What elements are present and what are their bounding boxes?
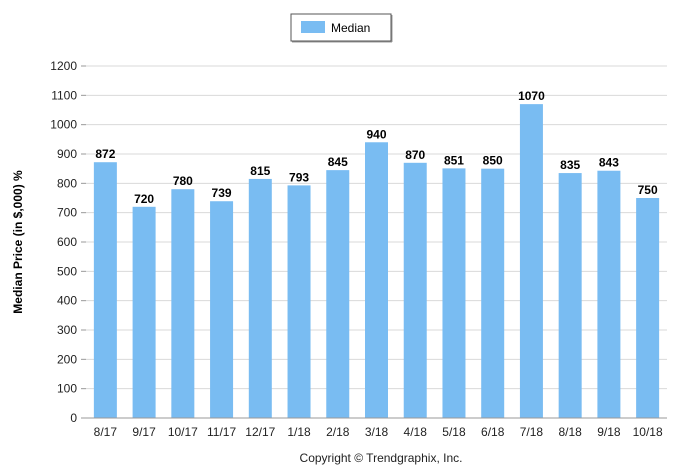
legend-label-median: Median: [331, 21, 370, 35]
y-axis-ticks: 0 100 200 300 400 500 600 700 800 900 1000 1100 1200: [50, 59, 86, 425]
y-tick-label: 300: [57, 323, 77, 337]
data-label-8/18: 835: [560, 158, 580, 172]
x-tick-label: 10/18: [633, 425, 663, 439]
bar-1/18: [287, 185, 311, 418]
data-label-1/18: 793: [289, 170, 309, 184]
y-tick-label: 100: [57, 382, 77, 396]
x-tick-label: 9/18: [597, 425, 621, 439]
data-label-4/18: 870: [405, 148, 425, 162]
y-tick-label: 600: [57, 235, 77, 249]
x-tick-label: 8/17: [94, 425, 118, 439]
data-label-7/18: 1070: [518, 89, 545, 103]
data-labels: 872 720 780 739 815 793 845 940 870 851 850 1070 835…: [95, 89, 658, 206]
x-tick-label: 3/18: [365, 425, 389, 439]
x-tick-label: 4/18: [404, 425, 428, 439]
x-tick-label: 11/17: [207, 425, 236, 439]
data-label-2/18: 845: [328, 155, 348, 169]
x-tick-label: 2/18: [326, 425, 350, 439]
y-tick-label: 900: [57, 147, 77, 161]
bar-2/18: [326, 170, 350, 418]
x-tick-label: 8/18: [558, 425, 582, 439]
x-axis-ticks: 8/17 9/17 10/17 11/17 12/17 1/18 2/18 3/18 4/18 5…: [94, 425, 663, 439]
x-tick-label: 12/17: [245, 425, 275, 439]
y-axis-title: Median Price (in $,000) %: [11, 170, 25, 314]
y-tick-label: 1200: [50, 59, 77, 73]
bar-8/17: [93, 162, 117, 418]
legend: Median: [290, 13, 393, 43]
y-tick-label: 0: [70, 411, 77, 425]
bar-9/18: [597, 170, 621, 418]
bar-11/17: [210, 201, 234, 418]
bar-10/17: [171, 189, 195, 418]
bars: [93, 104, 660, 418]
copyright-text: Copyright © Trendgraphix, Inc.: [300, 451, 463, 465]
bar-9/17: [132, 206, 156, 418]
bar-3/18: [365, 142, 388, 418]
bar-7/18: [519, 104, 543, 418]
y-tick-label: 500: [57, 264, 77, 278]
y-tick-label: 1000: [50, 118, 77, 132]
x-tick-label: 9/17: [132, 425, 156, 439]
data-label-9/17: 720: [134, 192, 154, 206]
data-label-6/18: 850: [483, 154, 503, 168]
data-label-12/17: 815: [250, 164, 270, 178]
y-tick-label: 200: [57, 352, 77, 366]
y-tick-label: 800: [57, 176, 77, 190]
data-label-11/17: 739: [212, 186, 232, 200]
bar-4/18: [403, 162, 427, 418]
x-tick-label: 1/18: [287, 425, 311, 439]
x-tick-label: 10/17: [168, 425, 198, 439]
bar-8/18: [558, 173, 582, 418]
data-label-3/18: 940: [366, 127, 386, 141]
data-label-9/18: 843: [599, 156, 619, 170]
x-tick-label: 6/18: [481, 425, 505, 439]
y-tick-label: 700: [57, 206, 77, 220]
data-label-5/18: 851: [444, 153, 464, 167]
x-tick-label: 7/18: [520, 425, 544, 439]
bar-10/18: [636, 198, 660, 418]
legend-swatch-median: [301, 21, 325, 33]
data-label-10/17: 780: [173, 174, 193, 188]
x-tick-label: 5/18: [442, 425, 466, 439]
bar-5/18: [442, 168, 466, 418]
bar-6/18: [481, 168, 505, 418]
y-tick-label: 1100: [51, 88, 77, 102]
data-label-8/17: 872: [95, 147, 115, 161]
data-label-10/18: 750: [638, 183, 658, 197]
y-tick-label: 400: [57, 294, 77, 308]
bar-12/17: [248, 178, 272, 418]
